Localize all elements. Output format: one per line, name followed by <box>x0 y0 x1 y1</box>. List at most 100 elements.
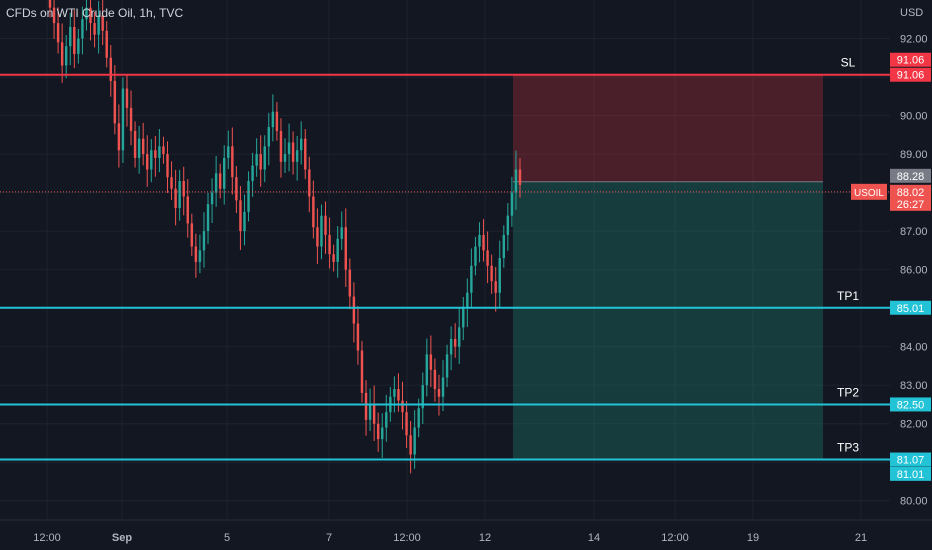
candle-body <box>308 169 311 197</box>
level-tp2-tag[interactable] <box>890 397 931 412</box>
candle-body <box>178 181 181 208</box>
candle-body <box>425 354 429 386</box>
candle-body <box>251 165 254 182</box>
level-tp3-tag[interactable] <box>890 452 931 467</box>
candle-body <box>376 423 380 440</box>
price-tick-label: 90.00 <box>900 111 928 123</box>
candle-body <box>482 234 485 251</box>
candle-body <box>401 400 404 413</box>
candle-body <box>441 377 445 397</box>
price-axis[interactable]: USD80.0081.0082.0083.0084.0085.0086.0087… <box>851 0 932 550</box>
price-tick-label: 83.00 <box>900 380 928 392</box>
candle-body <box>506 215 510 235</box>
candle-body <box>275 111 279 131</box>
price-tick-label: 89.00 <box>900 149 928 161</box>
candle-body <box>133 130 137 158</box>
candle-body <box>304 138 307 170</box>
candle-body <box>429 354 433 370</box>
candle-body <box>117 123 121 151</box>
candle-body <box>271 111 275 128</box>
candle-body <box>97 15 100 35</box>
candle-body <box>101 15 104 31</box>
level-name-tp2: TP2 <box>837 385 859 399</box>
take-profit-zone <box>513 181 823 460</box>
price-label-tag[interactable] <box>890 168 931 183</box>
candle-body <box>263 146 266 170</box>
candle-body <box>105 30 108 58</box>
symbol-tag[interactable] <box>851 183 887 200</box>
level-lines[interactable]: SL TP1 TP2 TP3 <box>0 56 890 461</box>
candle-body <box>243 211 246 232</box>
time-tick-label: 12 <box>479 532 491 544</box>
level-tp1-tag[interactable] <box>890 300 931 315</box>
symbol-name: USOIL <box>854 188 884 199</box>
level-sl-tag-label: 91.06 <box>897 70 925 82</box>
last-price-tag[interactable] <box>890 184 931 211</box>
candle-body <box>279 130 283 162</box>
countdown-timer: 26:27 <box>897 199 925 211</box>
candle-body <box>73 26 76 54</box>
candle-body <box>466 292 469 309</box>
candle-body <box>129 107 133 131</box>
time-tick-label: 21 <box>855 532 867 544</box>
candle-body <box>348 269 352 297</box>
price-label-tag[interactable] <box>890 466 931 481</box>
time-tick-label: 12:00 <box>393 532 421 544</box>
time-tick-label: Sep <box>112 532 132 544</box>
candle-body <box>474 246 477 266</box>
candle-body <box>453 338 457 347</box>
candle-body <box>141 138 145 155</box>
level-sl-tag[interactable] <box>890 67 931 82</box>
candle-body <box>198 250 202 262</box>
price-label-tag-label: 91.06 <box>897 55 925 67</box>
candle-body <box>514 169 518 193</box>
grid <box>0 0 890 520</box>
candle-body <box>210 192 214 205</box>
candle-body <box>158 146 161 158</box>
candle-body <box>433 369 437 390</box>
candle-body <box>510 192 514 216</box>
candle-body <box>218 173 222 189</box>
chart-title: CFDs on WTI Crude Oil, 1h, TVC <box>6 6 184 20</box>
candle-body <box>239 200 242 232</box>
candle-body <box>352 296 356 324</box>
position-tool[interactable] <box>513 74 823 460</box>
last-price-value: 88.02 <box>897 187 925 199</box>
candle-body <box>283 154 287 162</box>
candle-body <box>235 177 238 201</box>
level-tp1-tag-label: 85.01 <box>897 303 925 315</box>
candle-body <box>449 338 453 355</box>
candle-body <box>445 354 449 378</box>
time-axis[interactable]: 12:00 Sep 5 7 12:00 12 14 12:00 19 21 <box>0 519 932 544</box>
candle-body <box>336 238 339 262</box>
candle-body <box>490 265 493 282</box>
candle-body <box>381 427 384 440</box>
price-label-tag-label: 81.01 <box>897 469 925 481</box>
time-tick-label: 14 <box>588 532 600 544</box>
price-label-tag-label: 88.28 <box>897 171 925 183</box>
candle-body <box>174 188 177 208</box>
candle-body <box>437 389 441 397</box>
candle-body <box>109 57 112 81</box>
currency-label: USD <box>900 7 923 19</box>
candle-body <box>194 246 198 262</box>
candle-body <box>385 412 388 428</box>
level-name-tp1: TP1 <box>837 289 859 303</box>
level-tp3-tag-label: 81.07 <box>897 455 925 467</box>
candle-body <box>340 227 343 239</box>
candle-body <box>48 0 52 8</box>
time-tick-label: 12:00 <box>33 532 61 544</box>
candle-body <box>413 427 416 455</box>
candle-body <box>85 7 88 20</box>
candle-body <box>231 146 234 178</box>
candle-body <box>291 142 295 162</box>
candle-body <box>312 196 315 228</box>
candle-body <box>478 234 481 247</box>
candle-body <box>125 88 129 108</box>
price-label-tag[interactable] <box>890 52 931 67</box>
candle-body <box>502 234 506 259</box>
candle-body <box>494 281 497 293</box>
candles <box>48 0 522 474</box>
